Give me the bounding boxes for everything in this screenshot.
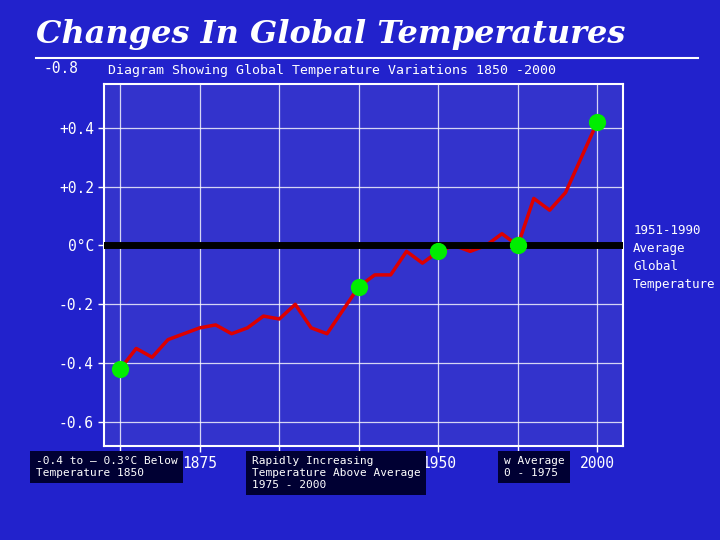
Text: Rapidly Increasing
Temperature Above Average
1975 - 2000: Rapidly Increasing Temperature Above Ave… [252,456,420,489]
Text: 1951-1990
Average
Global
Temperature: 1951-1990 Average Global Temperature [633,224,716,291]
Point [353,282,364,291]
Point [114,364,126,373]
Text: w Average
0 - 1975: w Average 0 - 1975 [504,456,564,478]
Point [592,118,603,126]
Point [433,247,444,255]
Text: -0.4 to – 0.3°C Below
Temperature 1850: -0.4 to – 0.3°C Below Temperature 1850 [36,456,178,478]
Text: Changes In Global Temperatures: Changes In Global Temperatures [36,19,626,50]
Text: Diagram Showing Global Temperature Variations 1850 -2000: Diagram Showing Global Temperature Varia… [108,64,556,77]
Point [512,241,523,250]
Text: -0.8: -0.8 [43,60,78,76]
